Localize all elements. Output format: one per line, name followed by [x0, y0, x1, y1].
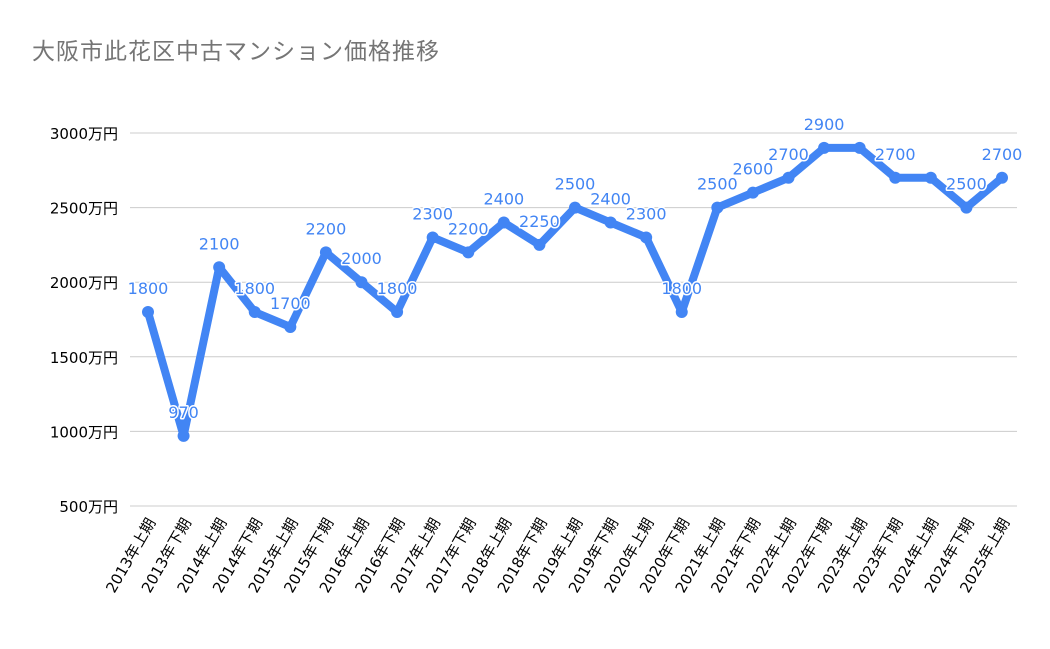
- data-point-marker: [142, 306, 154, 319]
- data-point-marker: [746, 186, 759, 199]
- data-point-marker: [248, 306, 261, 319]
- data-label: 2900: [804, 115, 845, 134]
- data-point-marker: [284, 320, 297, 333]
- data-point-marker: [497, 216, 510, 229]
- data-label: 1800: [377, 279, 418, 298]
- data-point-marker: [213, 261, 226, 274]
- data-label: 2700: [875, 145, 916, 164]
- data-label: 2600: [733, 160, 774, 179]
- data-label: 1800: [661, 279, 702, 298]
- data-label: 2100: [199, 234, 240, 253]
- data-label: 2000: [341, 249, 382, 268]
- data-label: 2200: [306, 219, 347, 238]
- data-point-marker: [640, 231, 653, 244]
- data-point-marker: [996, 171, 1008, 184]
- data-point-marker: [924, 171, 937, 184]
- data-point-marker: [319, 246, 332, 259]
- data-labels: 1800970210018001700220020001800230022002…: [126, 113, 1024, 423]
- data-label: 1800: [128, 279, 169, 298]
- gridlines: [130, 132, 1017, 507]
- data-point-marker: [355, 276, 368, 289]
- data-point-marker: [853, 141, 866, 154]
- data-point-marker: [960, 201, 973, 214]
- data-point-marker: [818, 141, 831, 154]
- data-label: 2500: [946, 175, 987, 194]
- data-label: 2700: [768, 145, 809, 164]
- chart-title: 大阪市此花区中古マンション価格推移: [32, 39, 440, 65]
- data-point-marker: [889, 171, 902, 184]
- data-label: 2300: [626, 204, 667, 223]
- data-point-marker: [675, 306, 688, 319]
- data-point-marker: [391, 306, 404, 319]
- y-tick-label: 2000万円: [50, 274, 118, 292]
- y-tick-label: 1500万円: [50, 349, 118, 367]
- data-label: 2300: [412, 204, 453, 223]
- data-label: 2200: [448, 219, 489, 238]
- data-point-marker: [569, 201, 581, 214]
- data-label: 2700: [982, 145, 1023, 164]
- y-axis-ticks: 500万円 1000万円 1500万円 2000万円 2500万円 3000万円: [50, 125, 118, 516]
- data-point-marker: [533, 238, 546, 251]
- data-point-marker: [426, 231, 439, 244]
- data-label: 2400: [483, 190, 524, 209]
- x-axis-ticks: 2013年上期2013年下期2014年上期2014年下期2015年上期2015年…: [102, 515, 1013, 596]
- data-label: 1700: [270, 294, 311, 313]
- data-label: 2500: [555, 175, 596, 194]
- y-tick-label: 3000万円: [50, 125, 118, 143]
- data-label: 1800: [234, 279, 275, 298]
- data-label: 2500: [697, 175, 738, 194]
- series-line: [142, 141, 1008, 442]
- data-point-marker: [711, 201, 724, 214]
- y-tick-label: 500万円: [59, 498, 118, 516]
- y-tick-label: 2500万円: [50, 200, 118, 218]
- data-point-marker: [782, 171, 795, 184]
- data-point-marker: [604, 216, 617, 229]
- data-label: 970: [168, 403, 199, 422]
- data-point-marker: [177, 429, 190, 442]
- data-label: 2250: [519, 212, 560, 231]
- data-point-marker: [462, 246, 475, 259]
- y-tick-label: 1000万円: [50, 423, 118, 441]
- data-label: 2400: [590, 190, 631, 209]
